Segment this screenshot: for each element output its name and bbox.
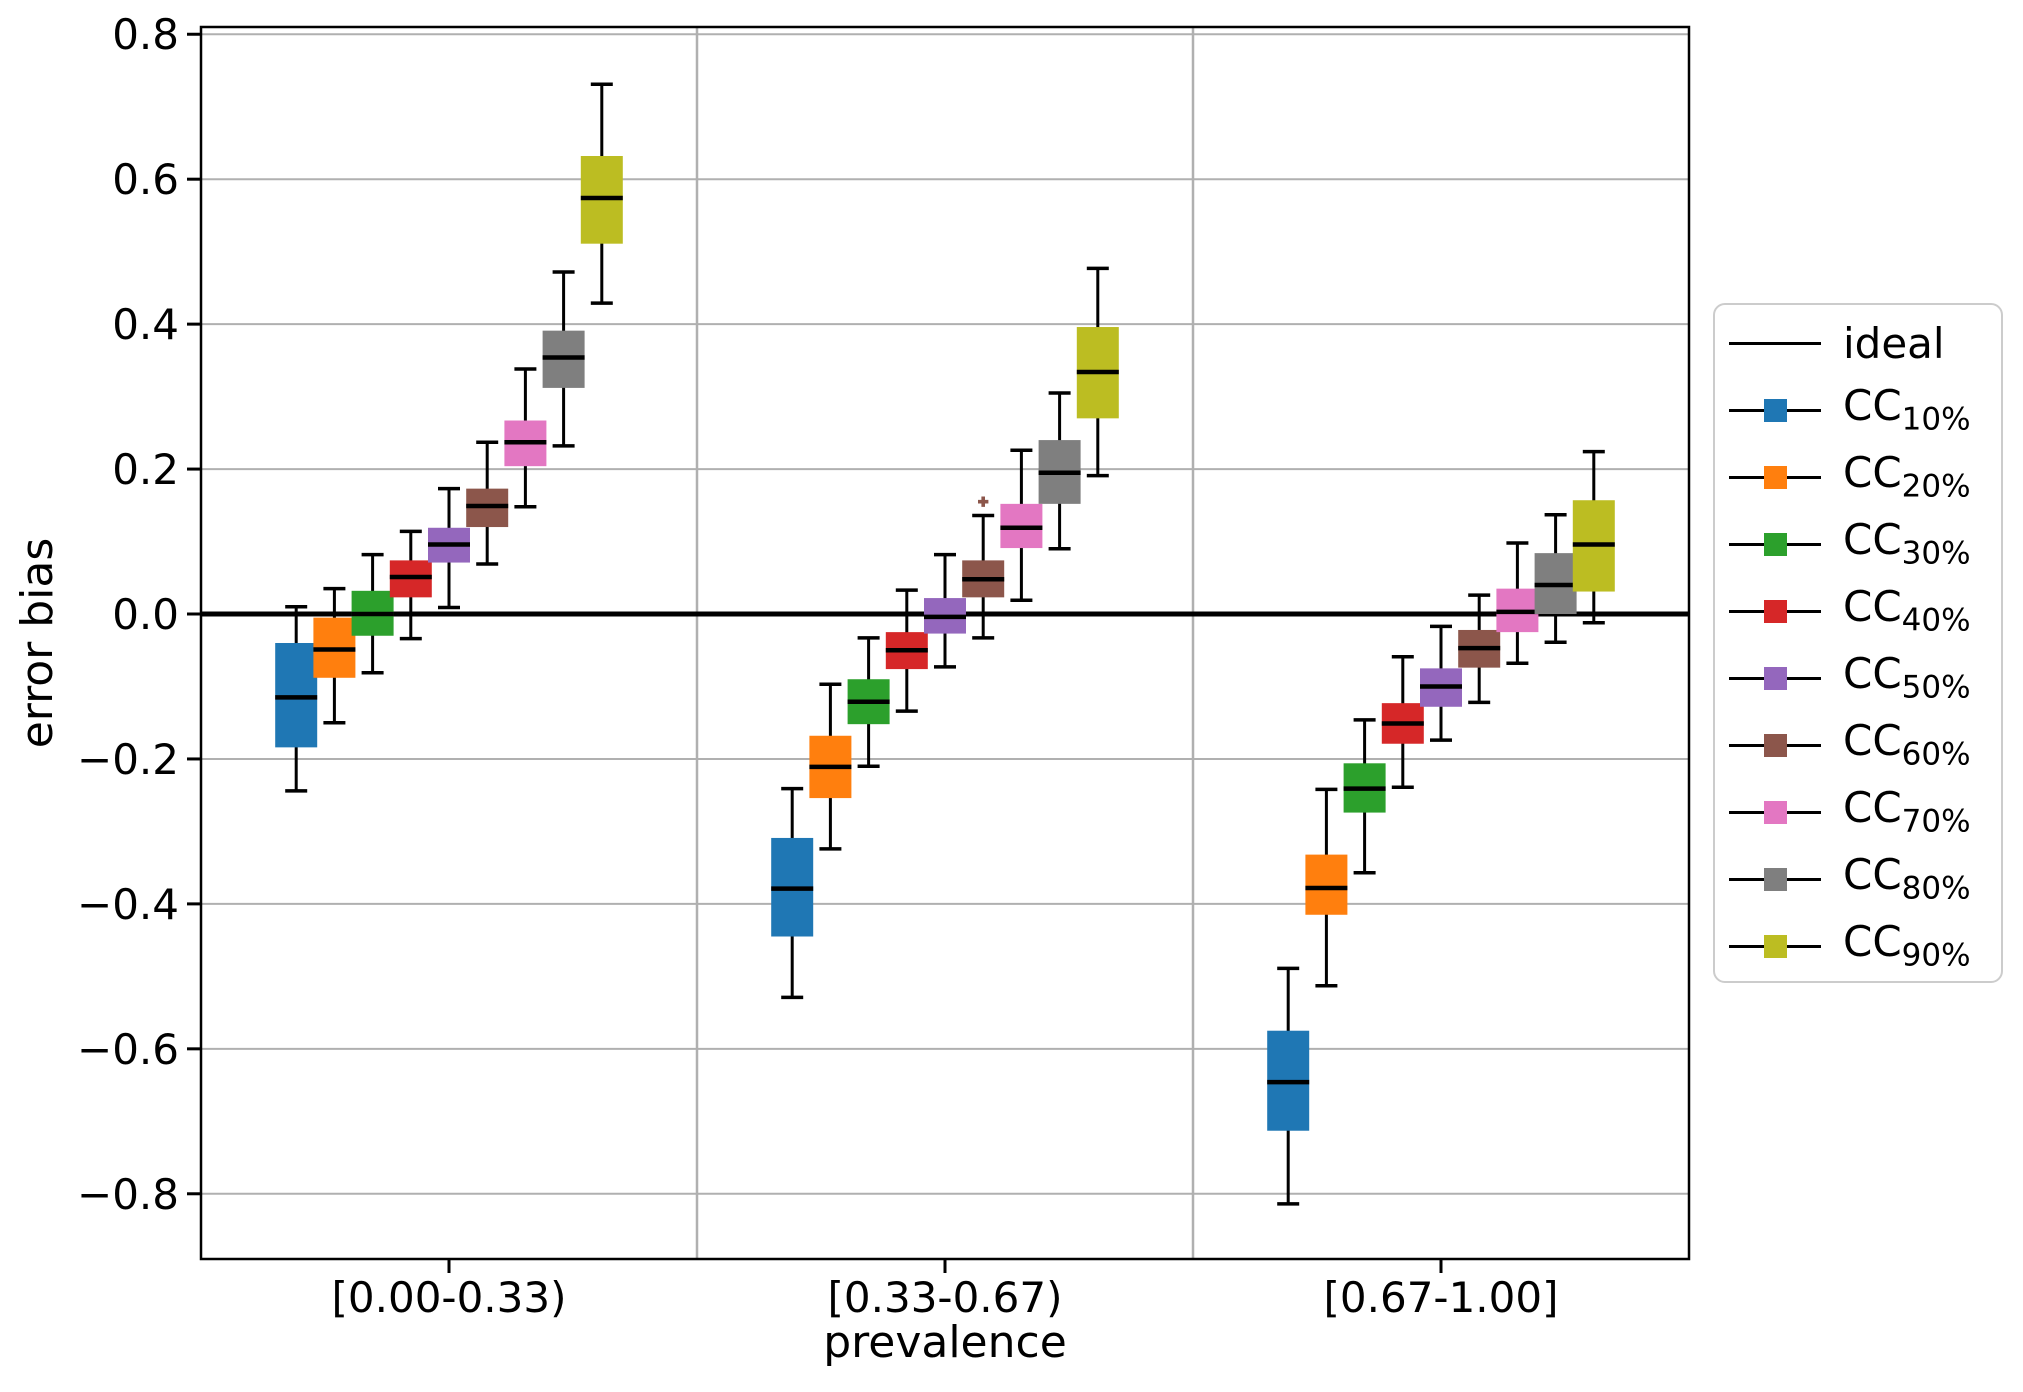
x-tick-label: [0.33-0.67) bbox=[828, 1273, 1063, 1322]
legend-entry-CC70%: CC70% bbox=[1715, 779, 2001, 846]
legend-entry-label: CC20% bbox=[1843, 448, 1971, 505]
y-tick-label: 0.6 bbox=[112, 155, 179, 204]
legend-entry-label: ideal bbox=[1843, 318, 1945, 368]
box-CC10%-group1 bbox=[275, 605, 318, 793]
box-CC60%-group2 bbox=[962, 496, 1005, 640]
box-CC20%-group1 bbox=[313, 586, 356, 725]
box-CC80%-group1 bbox=[542, 270, 585, 448]
box-CC40%-group2 bbox=[885, 588, 928, 713]
legend-line-marker bbox=[1729, 331, 1821, 357]
box-rect bbox=[1305, 854, 1348, 915]
box-CC90%-group2 bbox=[1076, 266, 1119, 478]
box-CC50%-group1 bbox=[428, 486, 470, 610]
box-CC90%-group1 bbox=[580, 82, 623, 305]
legend-entry-label: CC60% bbox=[1843, 716, 1971, 773]
legend-box-marker bbox=[1729, 465, 1821, 491]
y-tick-label: −0.4 bbox=[77, 880, 179, 929]
legend-entry-CC80%: CC80% bbox=[1715, 846, 2001, 913]
box-CC60%-group3 bbox=[1458, 593, 1501, 705]
box-CC30%-group1 bbox=[351, 552, 394, 675]
y-tick-label: 0.8 bbox=[112, 10, 179, 59]
legend-box-marker bbox=[1729, 934, 1821, 960]
box-CC50%-group2 bbox=[924, 552, 966, 669]
y-tick-label: 0.0 bbox=[112, 590, 179, 639]
x-tick-label: [0.67-1.00] bbox=[1324, 1273, 1559, 1322]
box-CC50%-group3 bbox=[1420, 624, 1462, 742]
box-CC80%-group3 bbox=[1534, 512, 1577, 645]
legend-entry-CC10%: CC10% bbox=[1715, 377, 2001, 444]
legend-entry-CC40%: CC40% bbox=[1715, 578, 2001, 645]
x-axis-label: prevalence bbox=[823, 1317, 1067, 1368]
y-tick-label: −0.6 bbox=[77, 1025, 179, 1074]
legend-entry-CC90%: CC90% bbox=[1715, 913, 2001, 980]
flier-marker bbox=[978, 496, 989, 507]
box-CC40%-group1 bbox=[389, 529, 432, 641]
box-CC90%-group3 bbox=[1572, 449, 1615, 625]
legend-box-marker bbox=[1729, 599, 1821, 625]
legend-box-marker bbox=[1729, 867, 1821, 893]
box-CC70%-group2 bbox=[1000, 448, 1043, 602]
box-layer bbox=[275, 82, 1615, 1206]
legend-box-marker bbox=[1729, 800, 1821, 826]
legend-box-marker bbox=[1729, 666, 1821, 692]
legend-entry-label: CC30% bbox=[1843, 515, 1971, 572]
legend-entry-label: CC70% bbox=[1843, 783, 1971, 840]
box-CC70%-group3 bbox=[1496, 541, 1539, 666]
box-CC60%-group1 bbox=[466, 440, 509, 566]
legend-entry-CC50%: CC50% bbox=[1715, 645, 2001, 712]
legend-entry-label: CC10% bbox=[1843, 381, 1971, 438]
y-tick-label: 0.2 bbox=[112, 445, 179, 494]
y-tick-label: −0.8 bbox=[77, 1170, 179, 1219]
y-tick-label: −0.2 bbox=[77, 735, 179, 784]
legend-box-marker bbox=[1729, 532, 1821, 558]
x-tick-label: [0.00-0.33) bbox=[332, 1273, 567, 1322]
box-CC10%-group3 bbox=[1267, 966, 1310, 1206]
y-tick-label: 0.4 bbox=[112, 300, 179, 349]
box-CC10%-group2 bbox=[771, 786, 814, 1000]
legend: ideal CC10% CC20% CC30% CC40% CC50% CC60% CC70%… bbox=[1713, 303, 2003, 983]
box-CC30%-group3 bbox=[1343, 718, 1386, 875]
legend-entry-label: CC50% bbox=[1843, 649, 1971, 706]
box-CC80%-group2 bbox=[1038, 391, 1081, 551]
box-CC70%-group1 bbox=[504, 367, 547, 509]
legend-entry-label: CC80% bbox=[1843, 850, 1971, 907]
legend-entry-CC60%: CC60% bbox=[1715, 712, 2001, 779]
legend-entry-ideal: ideal bbox=[1715, 310, 2001, 377]
legend-entry-CC20%: CC20% bbox=[1715, 444, 2001, 511]
legend-entry-label: CC40% bbox=[1843, 582, 1971, 639]
legend-box-marker bbox=[1729, 733, 1821, 759]
tick-layer: 0.8 0.6 0.4 0.2 0.0 −0.2 −0.4 −0.6 −0.8 [0.00-0.3… bbox=[77, 10, 1558, 1322]
box-CC20%-group2 bbox=[809, 682, 852, 851]
y-axis-label: error bias bbox=[12, 538, 63, 749]
legend-entry-label: CC90% bbox=[1843, 917, 1971, 974]
box-CC40%-group3 bbox=[1381, 655, 1424, 789]
legend-box-marker bbox=[1729, 398, 1821, 424]
box-CC20%-group3 bbox=[1305, 787, 1348, 988]
box-CC30%-group2 bbox=[847, 636, 890, 768]
legend-entry-CC30%: CC30% bbox=[1715, 511, 2001, 578]
